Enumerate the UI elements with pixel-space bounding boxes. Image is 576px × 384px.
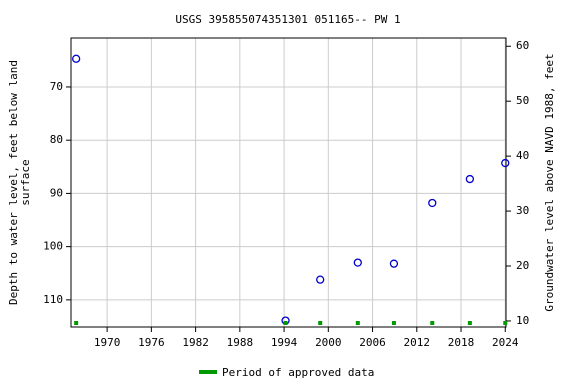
chart-title: USGS 395855074351301 051165-- PW 1 — [175, 13, 400, 26]
x-tick-label: 2006 — [359, 336, 386, 349]
x-tick-label: 1982 — [182, 336, 209, 349]
y-tick-label: 110 — [43, 293, 63, 306]
x-tick-label: 1994 — [271, 336, 298, 349]
approved-marker — [391, 321, 396, 325]
approved-marker — [74, 321, 79, 325]
plot-frame — [70, 37, 507, 328]
x-tick-label: 2018 — [448, 336, 475, 349]
data-point — [428, 198, 437, 208]
y2-tick-label: 40 — [516, 149, 529, 162]
x-tick-label: 1976 — [138, 336, 165, 349]
y2-axis-label: Groundwater level above NAVD 1988, feet — [543, 53, 556, 311]
y-tick-label: 90 — [50, 186, 63, 199]
data-point — [501, 158, 510, 168]
x-tick-label: 2012 — [404, 336, 431, 349]
y2-tick-label: 50 — [516, 94, 529, 107]
y2-tick-label: 20 — [516, 259, 529, 272]
y-axis-label: surface — [19, 159, 32, 205]
approved-marker — [283, 321, 288, 325]
y-tick-label: 100 — [43, 240, 63, 253]
y2-tick-label: 30 — [516, 204, 529, 217]
approved-marker — [503, 321, 508, 325]
data-point — [353, 258, 362, 267]
y-axis-label: Depth to water level, feet below land — [7, 60, 20, 305]
x-tick-label: 1970 — [94, 336, 121, 349]
data-point — [465, 174, 475, 184]
x-tick-label: 2000 — [315, 336, 342, 349]
approved-marker — [355, 321, 360, 325]
y-tick-label: 80 — [50, 133, 63, 146]
approved-marker — [430, 321, 435, 325]
approved-marker — [318, 321, 323, 325]
y2-tick-label: 10 — [516, 314, 529, 327]
y2-tick-label: 60 — [516, 39, 529, 52]
legend-label: Period of approved data — [222, 366, 374, 379]
approved-marker — [467, 321, 472, 325]
data-point — [316, 275, 325, 284]
x-tick-label: 1988 — [227, 336, 254, 349]
data-point — [389, 259, 399, 268]
data-point — [72, 54, 81, 63]
x-tick-label: 2024 — [492, 336, 519, 349]
y-tick-label: 70 — [50, 80, 63, 93]
